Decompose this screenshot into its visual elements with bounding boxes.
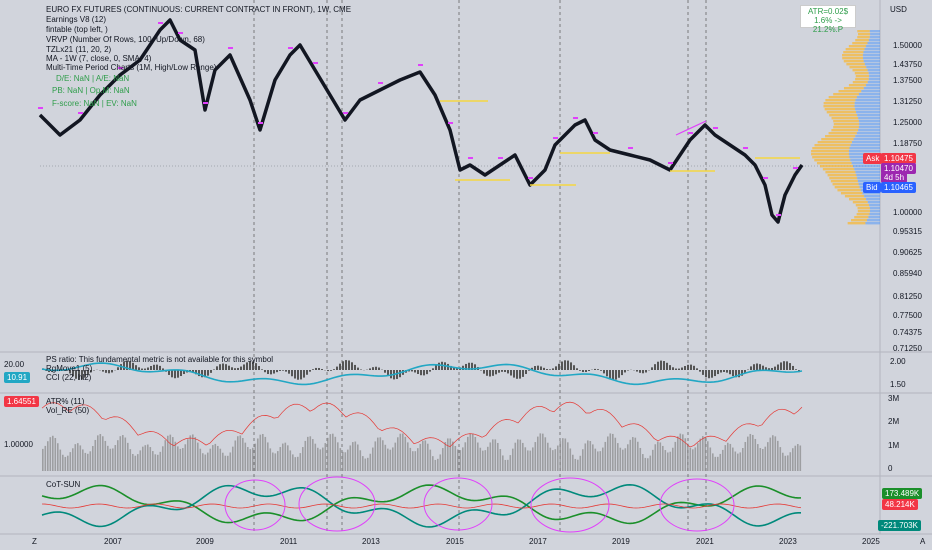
bid-value: 1.10465 <box>881 182 916 193</box>
tradingview-logo[interactable]: Z <box>32 537 37 546</box>
price-tick: 0.90625 <box>893 248 922 257</box>
vol-re-label[interactable]: Vol_RE (50) <box>46 406 90 415</box>
ps-right-axis-1-5: 1.50 <box>890 380 906 389</box>
time-tick: 2023 <box>779 537 797 546</box>
price-tick: 1.37500 <box>893 76 922 85</box>
bar-countdown: 4d 5h <box>881 172 908 183</box>
cot-pane <box>41 483 802 528</box>
price-tick: 0.74375 <box>893 328 922 337</box>
rgmove-label[interactable]: RgMove1 (5) <box>46 364 93 373</box>
vol-axis-1m: 1M <box>888 441 900 450</box>
last-price-value: 1.10470 <box>881 163 916 174</box>
cot-green-badge: 173.489K <box>882 488 923 499</box>
cot-red-badge: 48.214K <box>882 499 918 510</box>
cot-teal-badge: -221.703K <box>878 520 921 531</box>
atr-left-axis-mid: 1.00000 <box>4 440 33 449</box>
price-tick: 1.50000 <box>893 41 922 50</box>
fintable-pb: PB: NaN | Op.M: NaN <box>52 86 130 95</box>
price-tick: 1.43750 <box>893 60 922 69</box>
atr-line1: ATR=0.02$ <box>807 7 849 16</box>
indicator-fintable[interactable]: fintable (top left, ) <box>46 25 108 34</box>
price-tick: 1.18750 <box>893 139 922 148</box>
ps-right-axis-2: 2.00 <box>890 357 906 366</box>
indicator-ma[interactable]: MA - 1W (7, close, 0, SMA, 4) <box>46 54 152 63</box>
cci-label[interactable]: CCI (22, hl2) <box>46 373 92 382</box>
vol-axis-0: 0 <box>888 464 893 473</box>
cci-pane <box>41 360 803 386</box>
cot-sun-label[interactable]: CoT-SUN <box>46 480 81 489</box>
time-tick: 2011 <box>280 537 298 546</box>
time-tick: 2007 <box>104 537 122 546</box>
atr-pct-label[interactable]: ATR% (11) <box>46 397 85 406</box>
vol-axis-3m: 3M <box>888 394 900 403</box>
price-tick: 1.31250 <box>893 97 922 106</box>
time-tick: 2017 <box>529 537 547 546</box>
atr-volume-pane <box>41 401 803 471</box>
cci-value-badge: 10.91 <box>4 372 31 383</box>
atr-info-box: ATR=0.02$ 1.6% -> 21.2%.P <box>800 5 856 34</box>
bid-label: Bid <box>863 182 881 193</box>
volume-profile <box>811 30 880 225</box>
auto-scale-toggle[interactable]: A <box>920 537 926 546</box>
time-tick: 2021 <box>696 537 714 546</box>
price-tick: 1.00000 <box>893 208 922 217</box>
ask-label: Ask <box>863 153 883 164</box>
time-tick: 2015 <box>446 537 464 546</box>
cot-highlight-circles <box>224 476 735 533</box>
price-tick: 0.85940 <box>893 269 922 278</box>
time-tick: 2025 <box>862 537 880 546</box>
price-tick: 1.25000 <box>893 118 922 127</box>
atr-value-badge: 1.64551 <box>4 396 39 407</box>
indicator-mtpc[interactable]: Multi-Time Period Charts (1M, High/Low R… <box>46 63 217 72</box>
price-tick: 0.81250 <box>893 292 922 301</box>
chart-title: EURO FX FUTURES (CONTINUOUS: CURRENT CON… <box>46 5 352 14</box>
currency-label: USD <box>890 5 907 14</box>
fintable-de: D/E: NaN | A/E: NaN <box>56 74 130 83</box>
ps-ratio-title: PS ratio: This fundamental metric is not… <box>46 355 274 364</box>
indicator-tzlx21[interactable]: TZLx21 (11, 20, 2) <box>46 45 112 54</box>
indicator-earnings[interactable]: Earnings V8 (12) <box>46 15 107 24</box>
price-series <box>38 18 804 224</box>
indicator-vrvp[interactable]: VRVP (Number Of Rows, 100, Up/Down, 68) <box>46 35 205 44</box>
range-markers <box>440 100 800 186</box>
fintable-fscore: F-score: NaN | EV: NaN <box>52 99 137 108</box>
ps-left-axis-top: 20.00 <box>4 360 25 369</box>
vol-axis-2m: 2M <box>888 417 900 426</box>
time-tick: 2019 <box>612 537 630 546</box>
atr-line2: 1.6% -> 21.2%.P <box>812 16 844 34</box>
price-tick: 0.77500 <box>893 311 922 320</box>
price-tick: 0.95315 <box>893 227 922 236</box>
ask-value: 1.10475 <box>881 153 916 164</box>
time-tick: 2013 <box>362 537 380 546</box>
time-tick: 2009 <box>196 537 214 546</box>
price-tick: 0.71250 <box>893 344 922 353</box>
